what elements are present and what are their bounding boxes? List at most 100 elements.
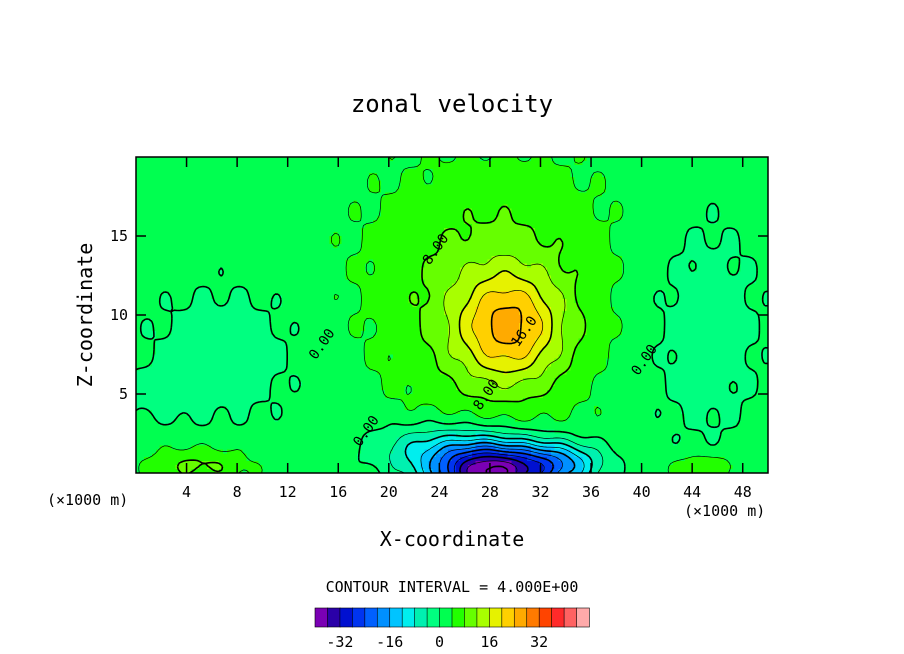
- contour-cell: [677, 228, 682, 233]
- contour-cell: [594, 247, 599, 253]
- contour-cell: [685, 168, 690, 174]
- contour-cell: [700, 251, 706, 257]
- contour-cell: [238, 176, 244, 182]
- contour-cell: [483, 212, 489, 217]
- contour-cell: [613, 243, 619, 249]
- contour-cell: [203, 200, 208, 205]
- contour-cell: [179, 216, 184, 221]
- contour-cell: [147, 200, 153, 205]
- contour-cell: [187, 243, 192, 249]
- contour-cell: [325, 176, 331, 182]
- contour-cell: [230, 184, 236, 190]
- contour-cell: [369, 160, 374, 166]
- contour-cell: [357, 168, 362, 174]
- contour-cell: [163, 255, 169, 261]
- contour-cell: [408, 232, 414, 237]
- contour-cell: [574, 232, 579, 237]
- contour-cell: [756, 236, 761, 241]
- contour-cell: [736, 239, 741, 245]
- contour-cell: [748, 247, 753, 253]
- contour-cell: [586, 168, 591, 174]
- contour-cell: [633, 232, 639, 237]
- contour-cell: [191, 267, 196, 273]
- contour-cell: [633, 243, 639, 249]
- contour-cell: [396, 232, 402, 237]
- contour-cell: [562, 160, 568, 166]
- contour-cell: [270, 200, 275, 205]
- contour-cell: [250, 204, 256, 209]
- contour-cell: [692, 247, 698, 253]
- contour-cell: [582, 164, 587, 170]
- contour-cell: [645, 208, 651, 213]
- contour-cell: [341, 263, 346, 269]
- contour-cell: [400, 160, 406, 166]
- contour-cell: [467, 267, 473, 273]
- contour-cell: [337, 192, 342, 198]
- contour-cell: [282, 216, 287, 221]
- contour-cell: [416, 259, 421, 265]
- contour-cell: [511, 263, 516, 269]
- contour-cell: [155, 232, 161, 237]
- contour-cell: [590, 216, 595, 221]
- contour-cell: [155, 212, 161, 217]
- contour-cell: [740, 271, 745, 277]
- contour-cell: [625, 188, 631, 194]
- contour-cell: [230, 180, 236, 186]
- contour-cell: [199, 228, 204, 233]
- contour-cell: [345, 220, 350, 225]
- contour-cell: [384, 220, 390, 225]
- contour-cell: [357, 224, 362, 229]
- contour-cell: [207, 255, 212, 261]
- contour-cell: [290, 192, 295, 198]
- contour-cell: [143, 267, 149, 273]
- contour-cell: [388, 232, 394, 237]
- contour-cell: [369, 275, 374, 281]
- contour-cell: [712, 247, 718, 253]
- contour-cell: [673, 259, 678, 265]
- contour-cell: [349, 267, 354, 273]
- contour-cell: [167, 220, 173, 225]
- contour-cell: [329, 192, 335, 198]
- contour-cell: [637, 239, 643, 245]
- contour-cell: [475, 168, 481, 174]
- contour-cell: [455, 160, 461, 166]
- contour-cell: [542, 267, 548, 273]
- contour-cell: [246, 251, 252, 257]
- contour-cell: [499, 164, 504, 170]
- contour-cell: [740, 184, 745, 190]
- contour-cell: [613, 184, 619, 190]
- contour-cell: [313, 220, 319, 225]
- contour-cell: [637, 184, 643, 190]
- contour-cell: [538, 196, 544, 202]
- contour-cell: [230, 267, 236, 273]
- contour-cell: [329, 180, 335, 186]
- contour-cell: [309, 216, 315, 221]
- contour-cell: [534, 251, 540, 257]
- contour-cell: [392, 232, 398, 237]
- contour-cell: [689, 255, 694, 261]
- contour-cell: [424, 168, 429, 174]
- contour-cell: [732, 232, 737, 237]
- contour-cell: [728, 164, 734, 170]
- contour-cell: [136, 279, 141, 284]
- contour-cell: [270, 232, 275, 237]
- contour-cell: [463, 263, 469, 269]
- contour-cell: [708, 247, 714, 253]
- contour-cell: [242, 224, 248, 229]
- contour-cell: [471, 243, 477, 249]
- contour-cell: [610, 243, 615, 249]
- contour-cell: [337, 267, 342, 273]
- contour-cell: [590, 184, 595, 190]
- contour-cell: [428, 160, 433, 166]
- contour-cell: [546, 172, 552, 178]
- contour-cell: [558, 275, 564, 281]
- contour-cell: [732, 168, 737, 174]
- contour-cell: [179, 232, 184, 237]
- contour-cell: [167, 212, 173, 217]
- contour-cell: [167, 251, 173, 257]
- contour-cell: [424, 200, 429, 205]
- contour-cell: [317, 220, 323, 225]
- contour-cell: [578, 204, 583, 209]
- contour-cell: [376, 275, 382, 281]
- contour-cell: [479, 168, 485, 174]
